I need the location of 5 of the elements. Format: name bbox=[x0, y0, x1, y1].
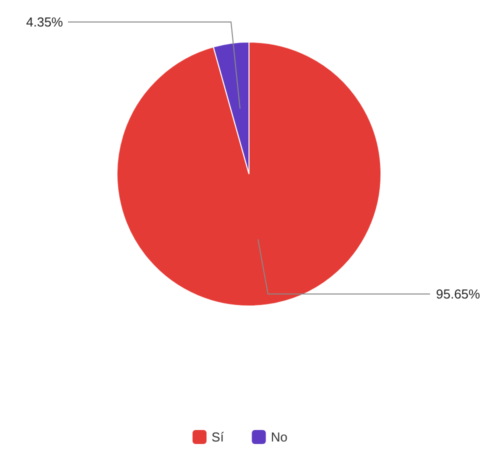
legend-label: Sí bbox=[212, 430, 224, 445]
legend-label: No bbox=[270, 430, 288, 445]
data-label: 4.35% bbox=[26, 14, 64, 30]
data-label: 95.65% bbox=[436, 286, 481, 302]
pie-slice bbox=[116, 42, 382, 306]
